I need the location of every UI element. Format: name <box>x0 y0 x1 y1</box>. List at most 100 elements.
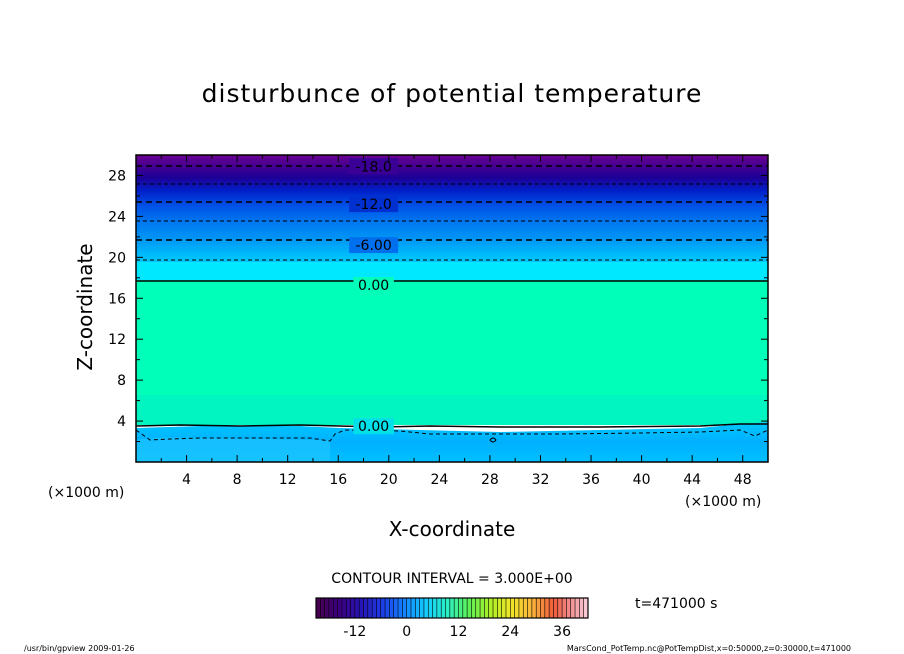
colorbar-swatch <box>350 598 356 618</box>
colorbar-swatch <box>432 598 438 618</box>
mint-lower-band <box>136 395 768 425</box>
x-tick-label: 48 <box>734 472 752 488</box>
colorbar-swatch <box>449 598 455 618</box>
contour-label-bg <box>349 196 399 213</box>
x-tick-label: 36 <box>582 472 600 488</box>
upper-gradient-band <box>136 155 768 267</box>
colorbar <box>315 597 589 619</box>
colorbar-swatch <box>436 598 442 618</box>
colorbar-swatch <box>324 598 330 618</box>
contour-label-bg <box>353 418 394 435</box>
colorbar-swatch <box>501 598 507 618</box>
colorbar-swatch <box>462 598 468 618</box>
colorbar-swatch <box>536 598 541 618</box>
contour-lines <box>136 165 768 443</box>
colorbar-swatch <box>480 598 485 618</box>
contour-label-bg <box>349 158 399 175</box>
small-contour-loop <box>489 437 497 443</box>
colorbar-swatch <box>518 598 524 618</box>
colorbar-swatch <box>471 598 477 618</box>
colorbar-swatch <box>398 598 403 618</box>
x-tick-label: 32 <box>532 472 550 488</box>
colorbar-swatch <box>410 598 416 618</box>
colorbar-tick-label: -12 <box>343 624 366 640</box>
colorbar-swatch <box>367 598 373 618</box>
colorbar-swatch <box>316 598 321 618</box>
colorbar-swatch <box>557 598 563 618</box>
contour-interval-text: CONTOUR INTERVAL = 3.000E+00 <box>331 571 572 587</box>
colorbar-swatch <box>445 598 451 618</box>
colorbar-swatch <box>505 598 511 618</box>
y-axis-label: Z-coordinate <box>73 243 97 370</box>
x-tick-label: 8 <box>233 472 242 488</box>
y-tick-labels: 4 8 12 16 20 24 28 <box>108 168 126 430</box>
colorbar-swatch <box>553 598 559 618</box>
x-axis-label: X-coordinate <box>389 517 516 541</box>
colorbar-swatch <box>389 598 395 618</box>
colorbar-swatch <box>385 598 390 618</box>
colorbar-swatch <box>320 598 325 618</box>
colorbar-swatch <box>328 598 334 618</box>
colorbar-swatch <box>510 598 515 618</box>
colorbar-swatch <box>363 598 369 618</box>
colorbar-swatch <box>488 598 494 618</box>
y-tick-label: 8 <box>117 373 126 389</box>
x-tick-label: 16 <box>329 472 347 488</box>
colorbar-swatch <box>484 598 489 618</box>
y-tick-label: 4 <box>117 414 126 430</box>
colorbar-swatch <box>544 598 550 618</box>
contour-fill-layer <box>136 155 768 462</box>
colorbar-swatch <box>467 598 472 618</box>
colorbar-swatch <box>423 598 429 618</box>
colorbar-tick-label: 24 <box>501 624 519 640</box>
colorbar-tick-label: 0 <box>402 624 411 640</box>
contour-label-bg <box>353 276 394 293</box>
colorbar-swatch <box>540 598 546 618</box>
footer-right: MarsCond_PotTemp.nc@PotTempDist,x=0:5000… <box>567 644 851 653</box>
footer-left: /usr/bin/gpview 2009-01-26 <box>24 644 135 653</box>
colorbar-swatch <box>380 598 386 618</box>
contour-line-zero-lower <box>136 423 768 428</box>
y-tick-label: 16 <box>108 291 126 307</box>
contour-label-bg <box>349 237 399 254</box>
colorbar-swatch <box>575 598 580 618</box>
colorbar-swatch <box>523 598 528 618</box>
axis-ticks <box>136 155 768 462</box>
colorbar-frame <box>315 597 589 619</box>
colorbar-swatch <box>549 598 554 618</box>
colorbar-swatch <box>493 598 498 618</box>
colorbar-swatch <box>583 598 589 618</box>
colorbar-swatch <box>531 598 537 618</box>
x-tick-label: 12 <box>279 472 297 488</box>
contour-label: 0.00 <box>358 419 389 435</box>
contour-label: -12.0 <box>356 197 392 213</box>
colorbar-swatch <box>346 598 351 618</box>
x-tick-label: 20 <box>380 472 398 488</box>
cyan-band <box>136 262 768 280</box>
x-tick-label: 24 <box>430 472 448 488</box>
colorbar-swatch <box>579 598 584 618</box>
x-tick-label: 28 <box>481 472 499 488</box>
colorbar-swatch <box>337 598 343 618</box>
colorbar-swatch <box>514 598 520 618</box>
colorbar-swatch <box>402 598 407 618</box>
y-tick-label: 24 <box>108 209 126 225</box>
colorbar-swatch <box>359 598 364 618</box>
x-tick-label: 44 <box>683 472 701 488</box>
plot-frame <box>135 154 769 463</box>
chart-title: disturbunce of potential temperature <box>202 79 703 108</box>
colorbar-swatch <box>354 598 360 618</box>
contour-labels: -18.0 -12.0 -6.00 0.00 0.00 <box>349 158 399 435</box>
colorbar-swatch <box>333 598 338 618</box>
time-label: t=471000 s <box>635 596 717 612</box>
colorbar-tick-labels: -12 0 12 24 36 <box>343 624 571 640</box>
colorbar-swatch <box>475 598 481 618</box>
colorbar-swatch <box>428 598 433 618</box>
colorbar-swatch <box>497 598 502 618</box>
lower-light-patch <box>136 437 330 462</box>
y-tick-label: 12 <box>108 332 126 348</box>
colorbar-swatch <box>441 598 446 618</box>
colorbar-swatch <box>566 598 572 618</box>
colorbar-tick-label: 36 <box>553 624 571 640</box>
